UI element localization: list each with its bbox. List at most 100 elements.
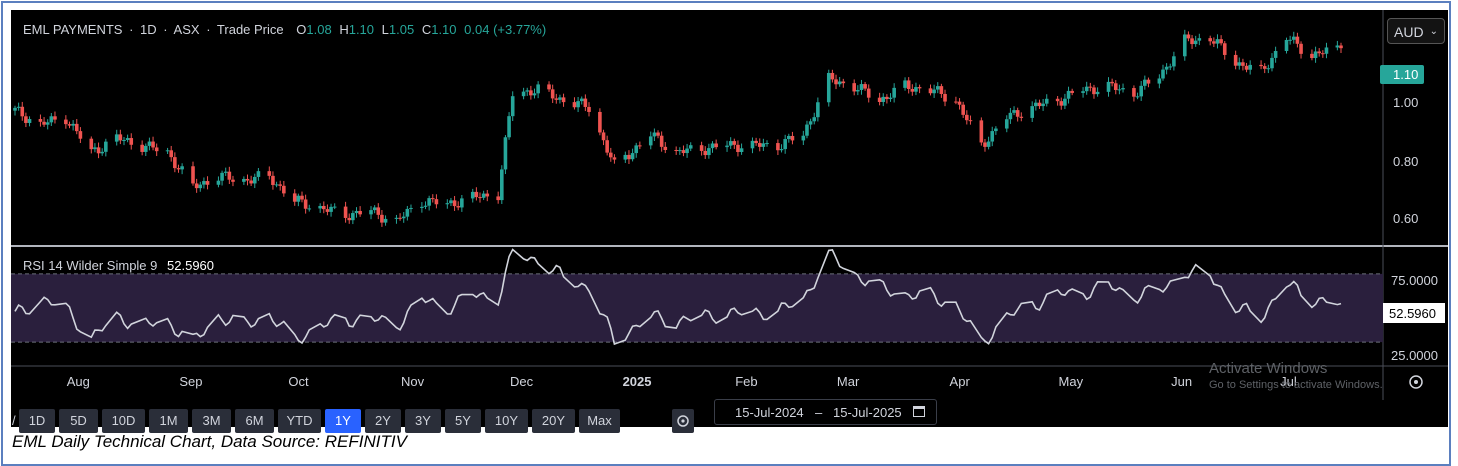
candle-body <box>587 106 591 112</box>
candle-body <box>300 195 304 200</box>
candle-body <box>1248 64 1252 70</box>
range-button-20y[interactable]: 20Y <box>532 409 575 433</box>
candle-body <box>20 106 25 117</box>
high-label: H <box>339 22 348 37</box>
time-label: Nov <box>401 374 425 389</box>
candle-body <box>732 141 737 145</box>
candle-body <box>529 90 533 96</box>
candle-body <box>478 197 482 199</box>
candle-body <box>470 191 475 199</box>
candle-body <box>652 132 657 137</box>
range-button-6m[interactable]: 6M <box>235 409 274 433</box>
range-button-10d[interactable]: 10D <box>102 409 145 433</box>
candle-body <box>859 84 864 91</box>
candle-body <box>554 98 559 100</box>
candle-body <box>1288 39 1292 41</box>
candle-body <box>1317 51 1322 54</box>
candle-body <box>885 96 889 100</box>
time-label: Dec <box>510 374 534 389</box>
candle-body <box>394 217 399 219</box>
candle-body <box>16 106 21 108</box>
candle-body <box>1055 98 1060 102</box>
exchange-label: ASX <box>174 22 200 37</box>
candle-body <box>1259 64 1263 67</box>
range-button-3y[interactable]: 3Y <box>405 409 441 433</box>
candle-body <box>227 171 232 180</box>
candle-body <box>321 205 326 210</box>
candle-body <box>787 135 791 140</box>
candle-body <box>1019 116 1024 118</box>
candlestick-series <box>13 29 1343 227</box>
candle-body <box>816 102 820 118</box>
candle-body <box>369 210 373 215</box>
candle-body <box>347 217 352 221</box>
candle-body <box>202 181 206 185</box>
candle-body <box>1121 88 1125 90</box>
candle-body <box>1190 38 1194 45</box>
candle-body <box>1321 53 1325 55</box>
range-button-max[interactable]: Max <box>579 409 620 433</box>
price-tick-2: 0.80 <box>1393 154 1418 169</box>
candle-body <box>216 180 221 185</box>
range-button-5d[interactable]: 5D <box>59 409 98 433</box>
candle-body <box>608 152 613 158</box>
candle-body <box>1241 62 1245 66</box>
divider-slash: / <box>12 413 16 428</box>
calendar-icon[interactable] <box>913 406 925 417</box>
range-button-2y[interactable]: 2Y <box>365 409 401 433</box>
candle-body <box>1219 39 1223 44</box>
candle-body <box>474 191 479 198</box>
candle-body <box>96 147 101 154</box>
candle-body <box>1008 112 1013 120</box>
axis-settings-gear-icon[interactable] <box>1409 375 1423 389</box>
candle-body <box>151 141 155 148</box>
currency-select[interactable]: AUD ⌄ <box>1387 18 1445 44</box>
candle-body <box>380 214 384 223</box>
candle-body <box>892 87 896 98</box>
candle-body <box>714 143 718 148</box>
rsi-legend: RSI 14 Wilder Simple 9 52.5960 <box>23 258 214 273</box>
open-label: O <box>296 22 306 37</box>
candle-body <box>790 135 795 141</box>
candle-body <box>1088 86 1093 88</box>
change-value: 0.04 (+3.77%) <box>464 22 546 37</box>
candle-body <box>129 138 134 145</box>
candle-body <box>500 169 504 201</box>
candle-body <box>634 145 639 154</box>
candle-body <box>343 206 348 218</box>
candle-body <box>1313 51 1318 59</box>
candle-body <box>678 150 682 152</box>
candle-body <box>572 102 577 108</box>
candle-body <box>957 101 962 105</box>
candle-body <box>376 207 381 215</box>
date-to[interactable]: 15-Jul-2025 <box>833 405 902 420</box>
range-settings-gear-icon[interactable] <box>672 409 694 433</box>
candle-body <box>834 79 838 85</box>
candle-body <box>409 207 413 209</box>
candle-body <box>1310 53 1314 59</box>
candle-body <box>252 176 257 184</box>
range-button-3m[interactable]: 3M <box>192 409 231 433</box>
candle-body <box>45 122 50 125</box>
candle-body <box>249 180 253 184</box>
range-button-5y[interactable]: 5Y <box>445 409 481 433</box>
range-button-ytd[interactable]: YTD <box>278 409 321 433</box>
date-range-picker[interactable]: 15-Jul-2024 – 15-Jul-2025 <box>714 399 937 425</box>
candle-body <box>776 143 780 151</box>
candle-body <box>1299 43 1303 54</box>
candle-body <box>1106 81 1111 92</box>
candle-body <box>612 157 617 160</box>
candle-body <box>917 87 922 89</box>
candle-body <box>994 128 998 132</box>
candle-body <box>1004 119 1009 129</box>
range-button-1m[interactable]: 1M <box>149 409 188 433</box>
watermark-line-1: Activate Windows <box>1209 360 1328 377</box>
date-from[interactable]: 15-Jul-2024 <box>735 405 804 420</box>
range-button-1y[interactable]: 1Y <box>325 409 361 433</box>
candle-body <box>750 140 755 149</box>
candle-body <box>89 138 94 150</box>
range-button-1d[interactable]: 1D <box>19 409 55 433</box>
candle-body <box>532 93 537 96</box>
range-button-10y[interactable]: 10Y <box>485 409 528 433</box>
candle-body <box>307 208 312 210</box>
